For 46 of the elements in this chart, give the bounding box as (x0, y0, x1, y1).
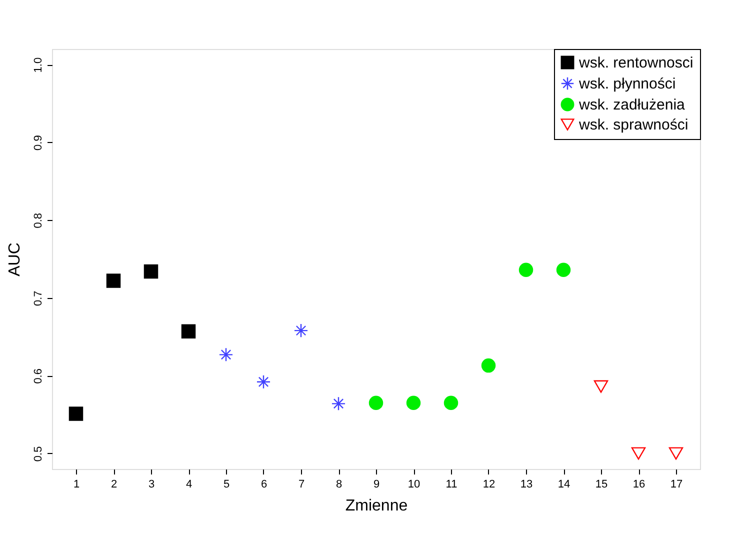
legend-label: wsk. sprawności (578, 116, 688, 134)
x-tick-label: 1 (73, 478, 80, 490)
point (144, 264, 158, 279)
point (406, 396, 421, 410)
point (181, 324, 196, 338)
y-axis-title: AUC (6, 242, 24, 276)
point (368, 396, 384, 410)
point (331, 396, 346, 411)
x-tick-label: 6 (260, 478, 268, 490)
point (668, 447, 684, 460)
x-tick-label: 5 (223, 478, 230, 490)
x-tick-label: 2 (110, 478, 118, 490)
point (481, 358, 496, 373)
point (68, 406, 84, 421)
legend-label: wsk. płynności (578, 76, 676, 92)
x-tick-label: 4 (186, 478, 192, 490)
point (518, 262, 534, 277)
x-tick-label: 9 (373, 478, 380, 490)
point (218, 348, 234, 362)
point (294, 323, 308, 338)
x-tick-label: 8 (336, 478, 342, 490)
y-tick-label: 0.6 (32, 368, 44, 384)
x-tick-label: 16 (632, 478, 646, 490)
x-axis-title: Zmienne (345, 498, 408, 514)
x-tick-label: 3 (148, 478, 155, 490)
x-tick-label: 7 (298, 478, 305, 490)
y-tick-label: 0.9 (32, 135, 44, 150)
x-tick-label: 11 (446, 478, 458, 490)
y-tick-label: 1.0 (32, 57, 44, 73)
x-tick-label: 13 (520, 478, 533, 490)
x-tick-label: 17 (670, 478, 683, 490)
y-tick-label: 0.7 (32, 290, 44, 306)
y-tick-label: 0.5 (32, 446, 44, 462)
point (594, 380, 608, 393)
x-tick-label: 15 (595, 478, 608, 490)
point (631, 447, 646, 460)
legend-label: wsk. zadłużenia (578, 96, 686, 114)
point (556, 262, 571, 277)
x-tick-label: 10 (408, 478, 420, 490)
point (256, 374, 271, 390)
point (444, 396, 458, 410)
y-tick-label: 0.8 (32, 212, 44, 228)
legend-label: wsk. rentownosci (578, 54, 694, 72)
x-tick-label: 14 (558, 478, 570, 490)
point (106, 274, 121, 288)
x-tick-label: 12 (482, 478, 496, 490)
